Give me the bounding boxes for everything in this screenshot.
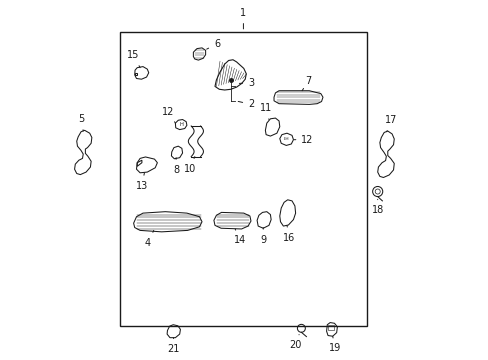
Text: 5: 5 bbox=[79, 114, 85, 131]
Text: 7: 7 bbox=[302, 76, 311, 91]
Text: 8: 8 bbox=[173, 158, 179, 175]
Text: H: H bbox=[179, 122, 183, 127]
Text: 12: 12 bbox=[162, 107, 175, 123]
Text: 11: 11 bbox=[260, 103, 272, 120]
Text: 16: 16 bbox=[283, 225, 295, 243]
Text: 12: 12 bbox=[294, 135, 313, 145]
Text: 19: 19 bbox=[328, 336, 341, 354]
Text: 10: 10 bbox=[183, 157, 196, 174]
Text: 14: 14 bbox=[234, 229, 246, 246]
Bar bbox=[120, 32, 366, 326]
Text: 3: 3 bbox=[239, 78, 254, 88]
Text: 15: 15 bbox=[127, 50, 140, 68]
Text: LH: LH bbox=[283, 137, 289, 141]
Text: 9: 9 bbox=[260, 228, 266, 245]
Text: 1: 1 bbox=[240, 8, 246, 29]
Text: 20: 20 bbox=[289, 334, 301, 350]
Text: 4: 4 bbox=[144, 230, 153, 248]
Text: 17: 17 bbox=[385, 115, 397, 132]
Text: 6: 6 bbox=[206, 39, 220, 49]
Text: 2: 2 bbox=[238, 99, 254, 109]
Text: 21: 21 bbox=[167, 338, 180, 354]
Text: 18: 18 bbox=[371, 199, 383, 215]
Text: 13: 13 bbox=[136, 173, 148, 191]
